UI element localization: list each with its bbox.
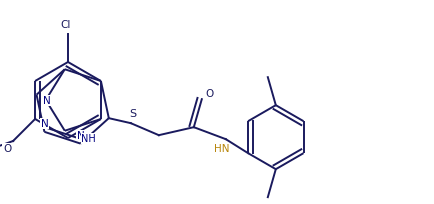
Text: N: N: [40, 119, 48, 129]
Text: NH: NH: [82, 134, 96, 144]
Text: S: S: [129, 109, 136, 119]
Text: HN: HN: [214, 144, 230, 154]
Text: O: O: [3, 144, 11, 154]
Text: O: O: [206, 89, 214, 99]
Text: N: N: [77, 131, 85, 141]
Text: N: N: [43, 96, 50, 106]
Text: Cl: Cl: [61, 20, 71, 30]
